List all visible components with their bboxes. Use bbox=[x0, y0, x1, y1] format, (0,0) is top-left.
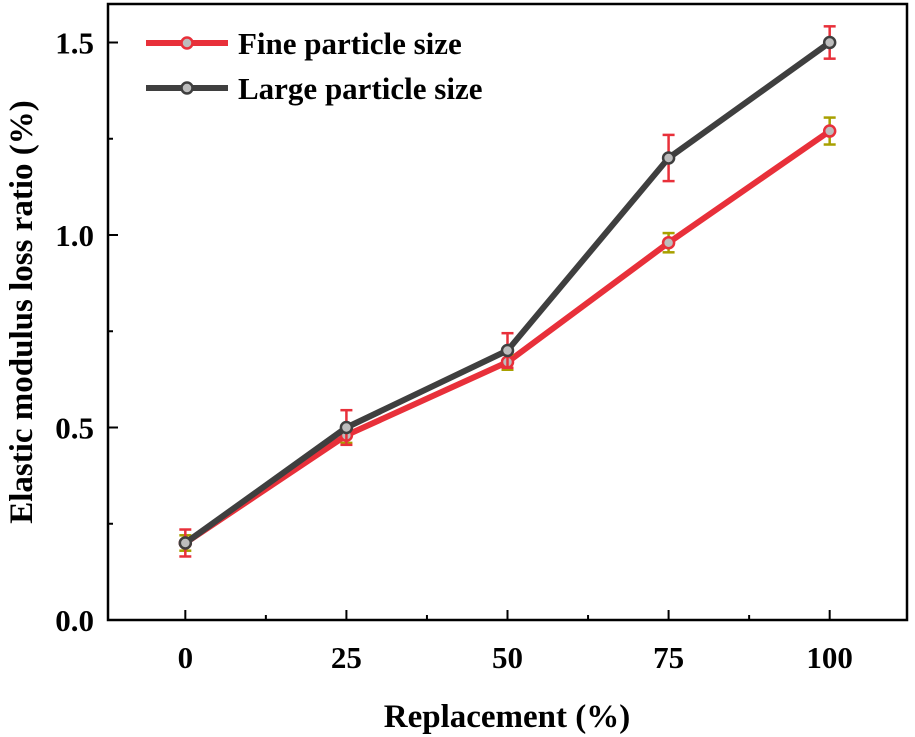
x-tick-label: 25 bbox=[331, 640, 362, 675]
y-tick-label: 0.5 bbox=[55, 411, 94, 446]
y-axis-title: Elastic modulus loss ratio (%) bbox=[4, 100, 40, 524]
x-axis-ticks: 0 25 50 75 100 bbox=[178, 610, 853, 675]
x-tick-label: 0 bbox=[178, 640, 194, 675]
data-point bbox=[661, 235, 676, 250]
data-point bbox=[339, 420, 354, 435]
data-point bbox=[178, 536, 193, 550]
data-point bbox=[822, 35, 837, 50]
data-point bbox=[661, 151, 676, 165]
plot-frame bbox=[106, 2, 909, 622]
legend-marker bbox=[180, 36, 194, 50]
series-large bbox=[178, 25, 837, 558]
legend-label: Fine particle size bbox=[238, 26, 462, 61]
series-line bbox=[183, 40, 832, 546]
y-tick-label: 0.0 bbox=[55, 603, 94, 638]
y-axis-ticks: 0.0 0.5 1.0 1.5 bbox=[55, 26, 118, 638]
y-tick-label: 1.5 bbox=[55, 26, 94, 61]
data-point bbox=[500, 343, 515, 358]
data-point bbox=[822, 124, 837, 138]
legend-marker bbox=[180, 81, 194, 95]
x-tick-label: 50 bbox=[492, 640, 523, 675]
x-axis-title: Replacement (%) bbox=[384, 699, 631, 735]
x-tick-label: 75 bbox=[653, 640, 684, 675]
series-layer bbox=[178, 25, 837, 558]
legend-label: Large particle size bbox=[238, 71, 482, 106]
y-tick-label: 1.0 bbox=[55, 218, 94, 253]
x-tick-label: 100 bbox=[806, 640, 853, 675]
legend: Fine particle size Large particle size bbox=[146, 26, 482, 106]
